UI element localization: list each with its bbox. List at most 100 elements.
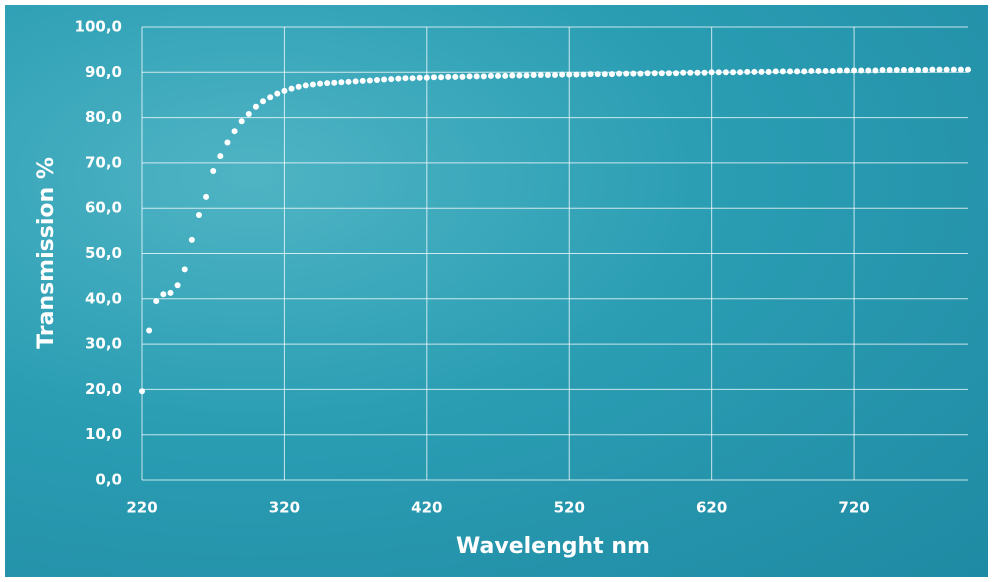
data-point [872, 67, 879, 74]
data-point [473, 73, 480, 80]
data-point [637, 70, 644, 77]
data-point [495, 72, 502, 79]
data-point [694, 69, 701, 76]
data-point [281, 87, 288, 94]
data-point [487, 72, 494, 79]
data-point [174, 282, 181, 289]
data-point [544, 72, 551, 79]
data-point [829, 67, 836, 74]
data-point [388, 76, 395, 83]
y-tick-label: 10,0 [85, 425, 122, 443]
data-point [701, 69, 708, 76]
data-point [687, 69, 694, 76]
data-point [509, 72, 516, 79]
data-point [651, 70, 658, 77]
data-point [302, 82, 309, 89]
y-tick-label: 40,0 [85, 289, 122, 307]
data-point [929, 66, 936, 73]
data-point [843, 67, 850, 74]
data-point [879, 67, 886, 74]
data-point [801, 68, 808, 75]
data-point [886, 67, 893, 74]
data-point [858, 67, 865, 74]
data-point [395, 75, 402, 82]
data-point [537, 72, 544, 79]
data-point [288, 85, 295, 92]
data-point [459, 73, 466, 80]
y-tick-label: 50,0 [85, 244, 122, 262]
data-point [224, 139, 231, 146]
data-point [957, 66, 964, 73]
data-point [722, 69, 729, 76]
data-point [658, 70, 665, 77]
data-point [936, 66, 943, 73]
data-point [452, 73, 459, 80]
data-point [381, 76, 388, 83]
data-point [345, 78, 352, 85]
data-point [366, 77, 373, 84]
data-point [530, 72, 537, 79]
data-point [587, 71, 594, 78]
data-point [836, 67, 843, 74]
data-point [352, 78, 359, 85]
data-point [167, 289, 174, 296]
data-point [623, 70, 630, 77]
data-point [160, 291, 167, 298]
data-point [673, 70, 680, 77]
data-point [409, 75, 416, 82]
data-point [416, 74, 423, 81]
data-point [181, 266, 188, 273]
data-point [737, 69, 744, 76]
x-tick-label: 520 [554, 499, 585, 517]
data-point [402, 75, 409, 82]
data-point [203, 193, 210, 200]
data-point [594, 71, 601, 78]
data-point [317, 80, 324, 87]
data-point [566, 71, 573, 78]
data-point [915, 67, 922, 74]
data-point [580, 71, 587, 78]
data-point [217, 153, 224, 160]
data-point [295, 83, 302, 90]
y-tick-label: 100,0 [75, 18, 122, 36]
data-point [751, 68, 758, 75]
data-point [601, 71, 608, 78]
data-point [616, 70, 623, 77]
data-point [309, 81, 316, 88]
data-point [559, 71, 566, 78]
data-point [238, 118, 245, 125]
y-tick-label: 90,0 [85, 63, 122, 81]
data-point [438, 74, 445, 81]
data-point [943, 66, 950, 73]
data-point [516, 72, 523, 79]
data-point [786, 68, 793, 75]
data-point [359, 77, 366, 84]
data-point [730, 69, 737, 76]
data-point [260, 98, 267, 105]
y-tick-label: 20,0 [85, 380, 122, 398]
data-point [922, 67, 929, 74]
data-point [765, 68, 772, 75]
data-point [445, 73, 452, 80]
y-tick-label: 0,0 [95, 471, 122, 489]
data-point [630, 70, 637, 77]
data-point [744, 68, 751, 75]
data-point [758, 68, 765, 75]
y-tick-label: 70,0 [85, 153, 122, 171]
data-point [708, 69, 715, 76]
data-point [267, 94, 274, 101]
data-point [430, 74, 437, 81]
data-point [665, 70, 672, 77]
data-point [772, 68, 779, 75]
data-point [245, 110, 252, 117]
y-tick-label: 60,0 [85, 199, 122, 217]
data-point [950, 66, 957, 73]
data-point [146, 327, 153, 334]
data-point [502, 72, 509, 79]
data-point [331, 79, 338, 86]
data-point [195, 211, 202, 218]
data-point [338, 79, 345, 86]
data-point [900, 67, 907, 74]
data-point [210, 168, 217, 175]
